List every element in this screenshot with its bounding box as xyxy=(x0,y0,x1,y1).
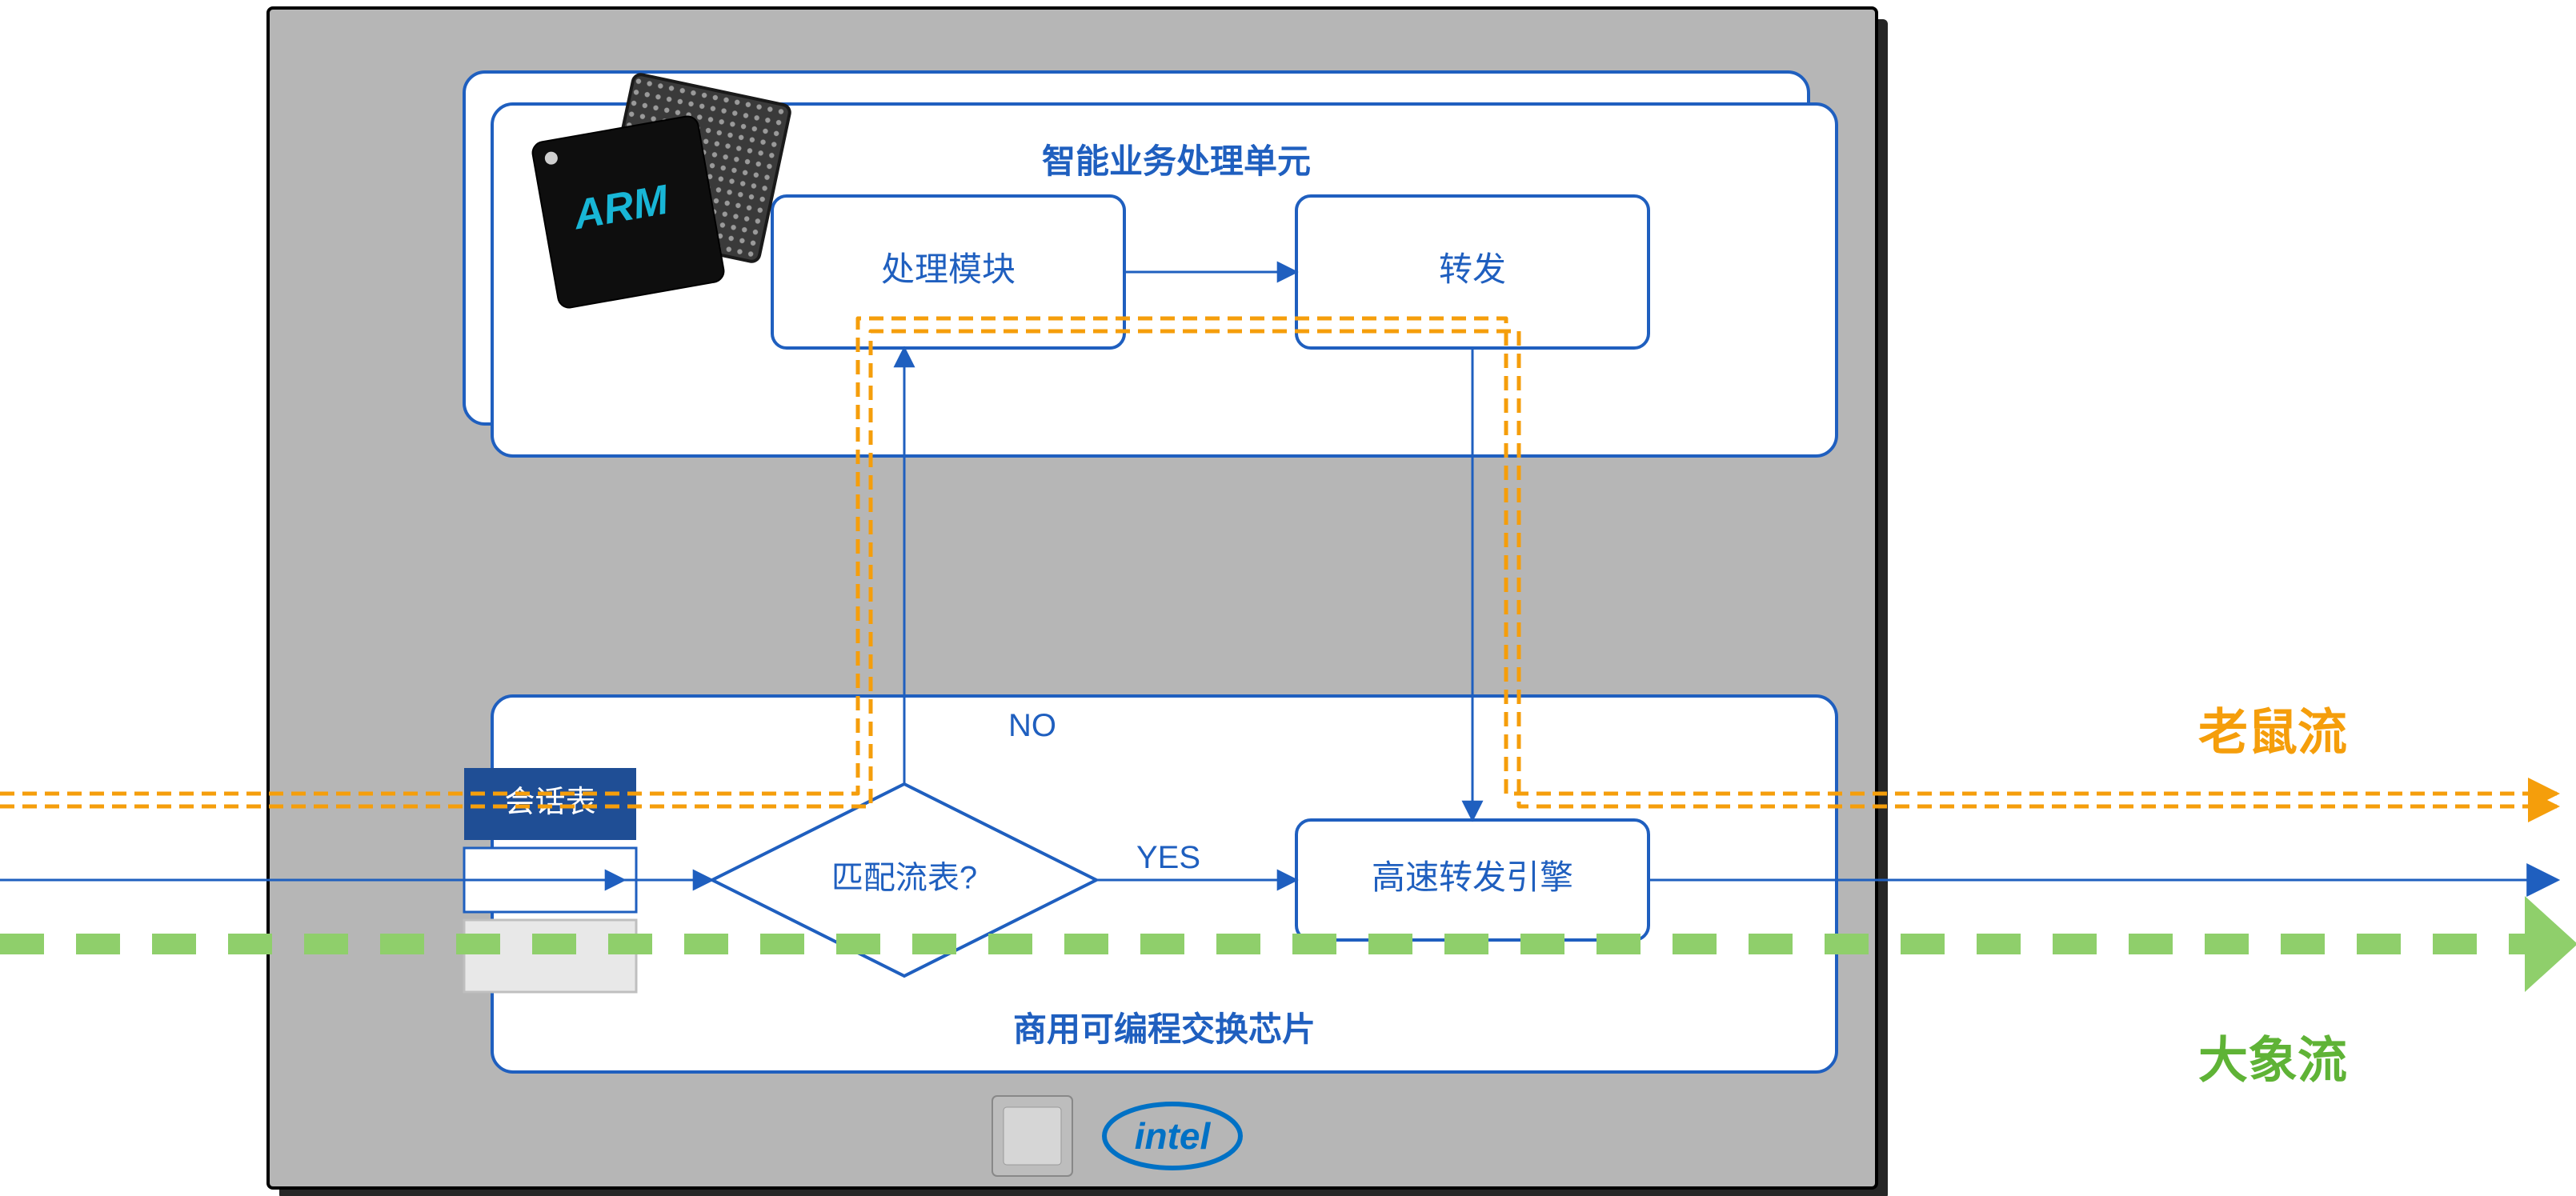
mouse-flow-label: 老鼠流 xyxy=(2198,705,2347,760)
stack-bottom-box xyxy=(464,920,636,992)
session-table-label: 会话表 xyxy=(504,786,595,819)
engine-label: 高速转发引擎 xyxy=(1372,858,1573,896)
lower-panel-title: 商用可编程交换芯片 xyxy=(1013,1010,1316,1048)
barefoot-chip-inner xyxy=(1004,1107,1061,1165)
decision-label: 匹配流表? xyxy=(831,861,977,896)
no-label: NO xyxy=(1008,708,1056,743)
upper-panel-title: 智能业务处理单元 xyxy=(1042,142,1311,180)
arm-chip-front: ARM xyxy=(531,114,725,309)
process-module-label: 处理模块 xyxy=(881,250,1016,288)
yes-label: YES xyxy=(1136,840,1200,875)
elephant-flow-label: 大象流 xyxy=(2198,1033,2347,1088)
elephant-flow-arrowhead xyxy=(2525,896,2576,992)
forward-label: 转发 xyxy=(1439,250,1506,288)
intel-logo-text: intel xyxy=(1135,1115,1212,1157)
